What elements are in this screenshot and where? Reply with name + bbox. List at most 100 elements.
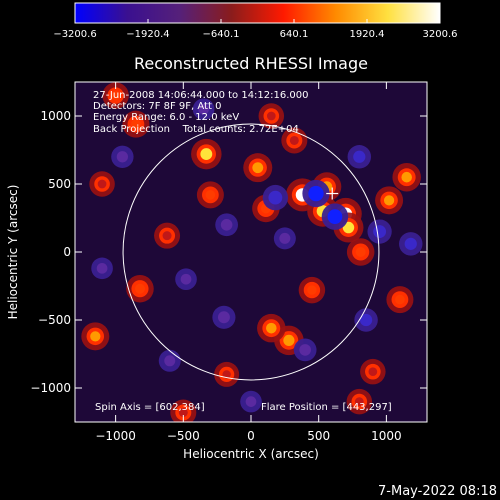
source-core (266, 111, 276, 121)
negative-source (212, 305, 236, 329)
negative-source (302, 179, 330, 208)
y-tick-label: −500 (38, 313, 71, 327)
colorbar-tick-label: −1920.4 (126, 29, 169, 40)
x-tick-label: −1000 (95, 429, 136, 443)
source-core (401, 171, 412, 183)
source-core (110, 90, 121, 101)
info-line-detectors: Detectors: 7F 8F 9F, Att 0 (93, 101, 221, 112)
y-tick-label: 1000 (40, 109, 71, 123)
colorbar-tick-label: −640.1 (202, 29, 239, 40)
source-core (307, 285, 317, 295)
render-timestamp: 7-May-2022 08:18 (378, 484, 497, 499)
negative-source (175, 268, 197, 291)
source-core (97, 179, 107, 189)
source-core (200, 148, 213, 160)
emission-source (191, 138, 222, 170)
emission-source (392, 162, 421, 192)
source-core (217, 311, 230, 324)
source-core (353, 150, 366, 163)
negative-source (158, 349, 181, 372)
emission-source (81, 322, 110, 351)
source-core (355, 247, 366, 257)
negative-source (293, 338, 317, 362)
emission-source (386, 286, 414, 314)
source-core (289, 135, 299, 145)
source-core (131, 119, 141, 129)
source-core (279, 232, 291, 244)
source-core (308, 185, 324, 202)
source-core (268, 190, 283, 205)
negative-source (111, 145, 134, 168)
negative-source (347, 145, 372, 169)
source-core (404, 237, 417, 250)
info-line-method: Back Projection Total counts: 2.72E+04 (93, 124, 299, 135)
emission-source (214, 361, 240, 387)
source-core (354, 397, 364, 406)
colorbar-ticks: −3200.6 −1920.4 −640.1 640.1 1920.4 3200.6 (53, 19, 458, 40)
info-line-energy: Energy Range: 6.0 - 12.0 keV (93, 112, 239, 123)
x-tick-label: −500 (167, 429, 200, 443)
colorbar-tick-label: 3200.6 (423, 29, 458, 40)
heatmap-area (75, 82, 427, 422)
emission-source (243, 153, 273, 183)
colorbar-frame (74, 2, 441, 24)
emission-source (122, 110, 150, 138)
y-axis-label: Heliocentric Y (arcsec) (6, 185, 20, 320)
source-core (368, 367, 378, 377)
emission-source (102, 82, 129, 109)
negative-source (367, 219, 392, 244)
source-core (327, 209, 343, 225)
source-core (342, 221, 355, 234)
source-core (373, 225, 387, 239)
source-core (198, 103, 209, 115)
negative-source (273, 227, 296, 250)
emission-source (170, 399, 197, 422)
source-core (222, 370, 231, 379)
source-core (252, 162, 264, 174)
x-tick-label: 500 (307, 429, 330, 443)
emission-source (360, 358, 386, 385)
flare-position-label: Flare Position = [443,297] (261, 402, 392, 413)
y-tick-label: 0 (63, 245, 71, 259)
negative-source (321, 203, 349, 230)
source-core (266, 322, 277, 334)
emission-source (258, 103, 285, 129)
source-core (245, 396, 257, 407)
spin-axis-label: Spin Axis = [602,384] (95, 402, 205, 413)
colorbar-tick-label: 1920.4 (350, 29, 385, 40)
source-core (90, 331, 101, 342)
emission-source (196, 181, 224, 209)
emission-source (346, 388, 373, 415)
source-core (96, 262, 108, 274)
colorbar-tick-label: −3200.6 (53, 29, 96, 40)
source-core (359, 313, 373, 327)
x-tick-label: 1000 (371, 429, 402, 443)
source-core (395, 294, 405, 305)
colorbar-tick-label: 640.1 (280, 29, 309, 40)
emission-source (375, 186, 404, 215)
source-core (135, 283, 145, 294)
source-core (383, 195, 395, 206)
x-axis-label: Heliocentric X (arcsec) (183, 447, 319, 461)
colorbar-gradient (75, 3, 440, 23)
emission-source (154, 222, 181, 249)
heatmap-sources (81, 82, 423, 422)
source-core (299, 344, 311, 356)
emission-source (298, 276, 326, 304)
source-core (220, 218, 233, 231)
negative-source (354, 308, 378, 332)
y-tick-label: −1000 (30, 381, 71, 395)
x-tick-label: 0 (247, 429, 255, 443)
info-line-time: 27-Jun-2008 14:06:44.000 to 14:12:16.000 (93, 90, 309, 101)
y-tick-label: 500 (48, 177, 71, 191)
emission-source (126, 274, 154, 303)
flare-marker (326, 187, 339, 200)
negative-source (192, 98, 215, 121)
negative-source (262, 184, 289, 211)
colorbar: −3200.6 −1920.4 −640.1 640.1 1920.4 3200.6 (53, 2, 458, 40)
emission-source (257, 313, 286, 343)
negative-source (399, 232, 423, 256)
emission-source (89, 171, 115, 197)
chart-title: Reconstructed RHESSI Image (134, 54, 368, 73)
